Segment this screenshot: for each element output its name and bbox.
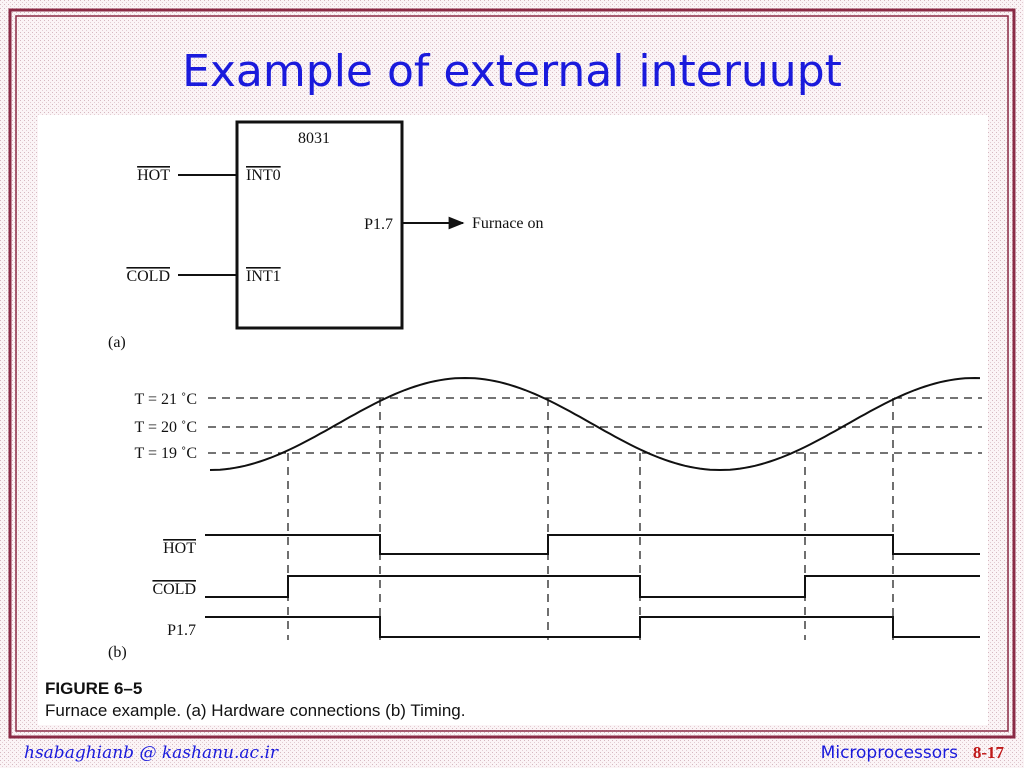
figure-panel xyxy=(38,115,988,725)
input-signal: COLD xyxy=(126,268,170,285)
pin-label: P1.7 xyxy=(364,216,393,233)
footer-slide: 8-17 xyxy=(973,743,1005,762)
level-label: T = 19 ˚C xyxy=(134,445,197,462)
footer-course: Microprocessors xyxy=(821,743,958,763)
level-label: T = 21 ˚C xyxy=(134,391,197,408)
signal-label: HOT xyxy=(163,540,196,557)
border-inner xyxy=(15,15,1009,732)
output-label: Furnace on xyxy=(472,215,544,232)
pin-label: INT0 xyxy=(246,167,281,184)
caption-b: (b) xyxy=(108,644,127,661)
p17-waveform xyxy=(205,616,980,638)
border-outer xyxy=(8,8,1016,739)
figure-number: FIGURE 6–5 xyxy=(45,679,142,698)
signal-label: COLD xyxy=(152,581,196,598)
chip-label: 8031 xyxy=(298,130,330,147)
pin-label: INT1 xyxy=(246,268,281,285)
footer-author: hsabaghianb @ kashanu.ac.ir xyxy=(24,743,279,763)
input-signal: HOT xyxy=(137,167,170,184)
hot-waveform xyxy=(205,534,980,555)
caption-a: (a) xyxy=(108,334,126,351)
slide-title: Example of external interuupt xyxy=(182,46,842,97)
level-label: T = 20 ˚C xyxy=(134,419,197,436)
temperature-curve xyxy=(209,376,981,472)
chip-box xyxy=(235,120,404,330)
figure-caption: Furnace example. (a) Hardware connection… xyxy=(45,701,465,720)
cold-waveform xyxy=(205,575,980,598)
signal-label: P1.7 xyxy=(167,622,196,639)
